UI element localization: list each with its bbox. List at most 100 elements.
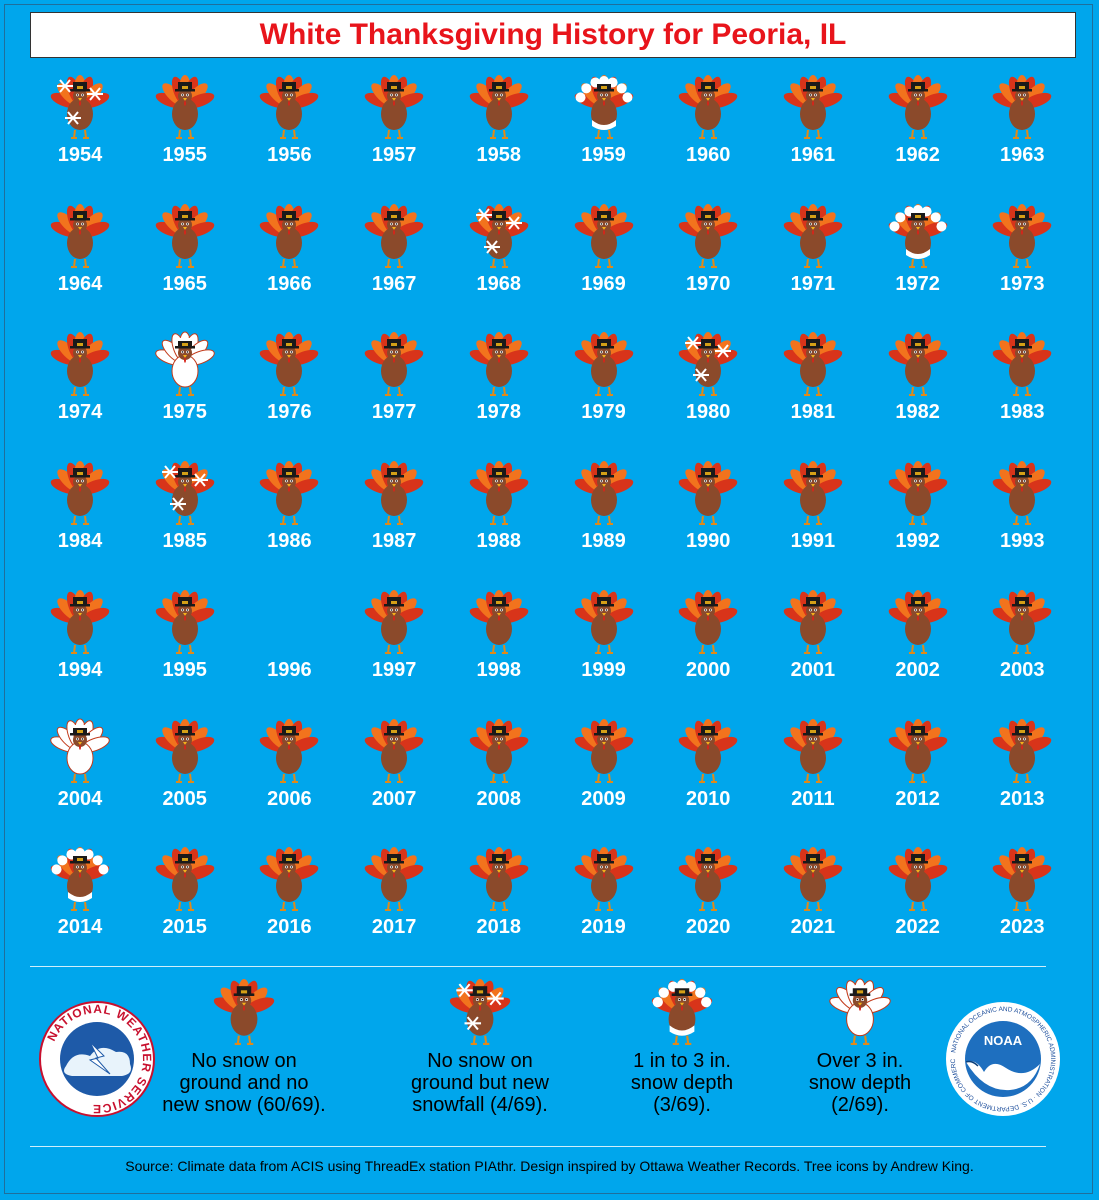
turkey-icon — [364, 718, 424, 783]
turkey-icon — [469, 847, 529, 912]
year-cell: 1987 — [342, 461, 446, 590]
turkey-icon — [993, 589, 1052, 654]
year-cell: 2010 — [656, 718, 760, 848]
year-cell: 1964 — [28, 203, 132, 333]
year-cell: 2005 — [133, 718, 237, 848]
year-label: 2001 — [790, 658, 836, 681]
year-cell: 1967 — [342, 203, 446, 333]
year-cell: 1984 — [28, 461, 132, 590]
source-note: Source: Climate data from ACIS using Thr… — [125, 1158, 974, 1174]
turkey-icon — [364, 847, 424, 912]
turkey-icon — [574, 589, 633, 654]
year-cell: 1965 — [133, 203, 237, 333]
turkey-icon — [364, 332, 424, 397]
turkey-icon — [574, 203, 633, 268]
year-grid: 1954 1955 1956 1957 1958 1959 1960 1961 1962 1963… — [28, 75, 1074, 939]
year-cell: 1983 — [970, 332, 1074, 461]
year-cell: 2002 — [866, 589, 970, 719]
year-label: 2018 — [476, 916, 522, 939]
year-label: 2023 — [1000, 916, 1045, 939]
turkey-icon — [155, 203, 214, 268]
year-label: 1968 — [476, 272, 522, 295]
year-label: 2000 — [685, 658, 731, 681]
legend-label-line: (2/69). — [831, 1094, 889, 1116]
year-label: 1985 — [162, 530, 207, 553]
year-label: 1982 — [895, 401, 940, 424]
year-label: 2012 — [895, 787, 940, 810]
legend-label: No snow on ground but new snowfall (4/69). — [380, 1050, 580, 1116]
year-cell: 1977 — [342, 332, 446, 461]
year-cell: 1985 — [133, 461, 237, 590]
nws-logo: NATIONAL WEATHER SERVICE — [38, 1000, 156, 1123]
year-label: 1977 — [371, 401, 417, 424]
year-cell: 1966 — [237, 203, 341, 333]
year-cell: 1971 — [761, 203, 865, 333]
turkey-icon — [888, 718, 947, 783]
title-box: White Thanksgiving History for Peoria, I… — [30, 12, 1076, 58]
year-label: 1994 — [57, 658, 103, 681]
turkey-icon — [50, 718, 110, 783]
divider-top — [30, 966, 1046, 967]
year-cell: 2004 — [28, 718, 132, 848]
turkey-icon — [364, 203, 424, 268]
year-cell: 1992 — [866, 461, 970, 590]
turkey-icon — [993, 203, 1052, 268]
year-label: 1989 — [581, 530, 626, 553]
turkey-icon — [993, 332, 1052, 397]
year-label: 1967 — [371, 272, 417, 295]
year-label: 1974 — [57, 401, 103, 424]
year-label: 2008 — [476, 787, 522, 810]
chart-frame — [4, 4, 1093, 1194]
year-cell: 1978 — [447, 332, 551, 461]
year-cell: 2017 — [342, 847, 446, 976]
year-label: 1973 — [1000, 272, 1045, 295]
year-label: 1961 — [790, 144, 836, 166]
turkey-icon — [574, 847, 633, 912]
turkey-icon — [993, 461, 1052, 526]
turkey-icon — [155, 718, 214, 783]
divider-bottom — [30, 1146, 1046, 1147]
year-cell: 1993 — [970, 461, 1074, 590]
year-cell: 1961 — [761, 75, 865, 204]
legend-label: No snow on ground and no new snow (60/69). — [144, 1050, 344, 1116]
turkey-icon — [678, 332, 738, 397]
year-label: 1981 — [790, 401, 836, 424]
year-cell: 2000 — [656, 589, 760, 719]
legend-item-none: No snow on ground and no new snow (60/69). — [144, 978, 344, 1116]
year-cell: 1969 — [552, 203, 656, 333]
turkey-icon — [783, 75, 843, 139]
year-cell: 2016 — [237, 847, 341, 976]
year-label: 1980 — [685, 401, 731, 424]
year-cell: 1973 — [970, 203, 1074, 333]
year-cell: 1980 — [656, 332, 760, 461]
legend-label-line: No snow on — [427, 1050, 533, 1072]
year-cell: 1956 — [237, 75, 341, 204]
turkey-icon — [50, 589, 110, 654]
year-label: 2006 — [267, 787, 312, 810]
year-label: 1955 — [162, 144, 207, 166]
turkey-icon — [888, 75, 947, 139]
year-cell: 1962 — [866, 75, 970, 204]
turkey-icon — [888, 461, 947, 526]
year-label: 1975 — [162, 401, 207, 424]
turkey-icon — [678, 203, 738, 268]
year-label: 1998 — [476, 658, 522, 681]
turkey-icon — [154, 331, 215, 397]
year-cell: 2012 — [866, 718, 970, 848]
turkey-icon — [469, 589, 529, 654]
year-cell: 1997 — [342, 589, 446, 719]
turkey-icon — [50, 203, 110, 268]
year-cell: 2015 — [133, 847, 237, 976]
year-cell: 2011 — [761, 718, 865, 848]
legend-label-line: snow depth — [630, 1072, 734, 1094]
legend-label-line: snowfall (4/69). — [412, 1094, 548, 1116]
year-cell: 2007 — [342, 718, 446, 848]
year-cell: 1986 — [237, 461, 341, 590]
year-cell: 1958 — [447, 75, 551, 204]
year-label: 1988 — [476, 530, 522, 553]
year-label: 1971 — [790, 272, 836, 295]
legend-label-line: (3/69). — [653, 1094, 711, 1116]
year-label: 1963 — [1000, 144, 1045, 166]
legend-item-deep: Over 3 in. snow depth (2/69). — [785, 978, 935, 1116]
year-cell: 1994 — [28, 589, 132, 719]
